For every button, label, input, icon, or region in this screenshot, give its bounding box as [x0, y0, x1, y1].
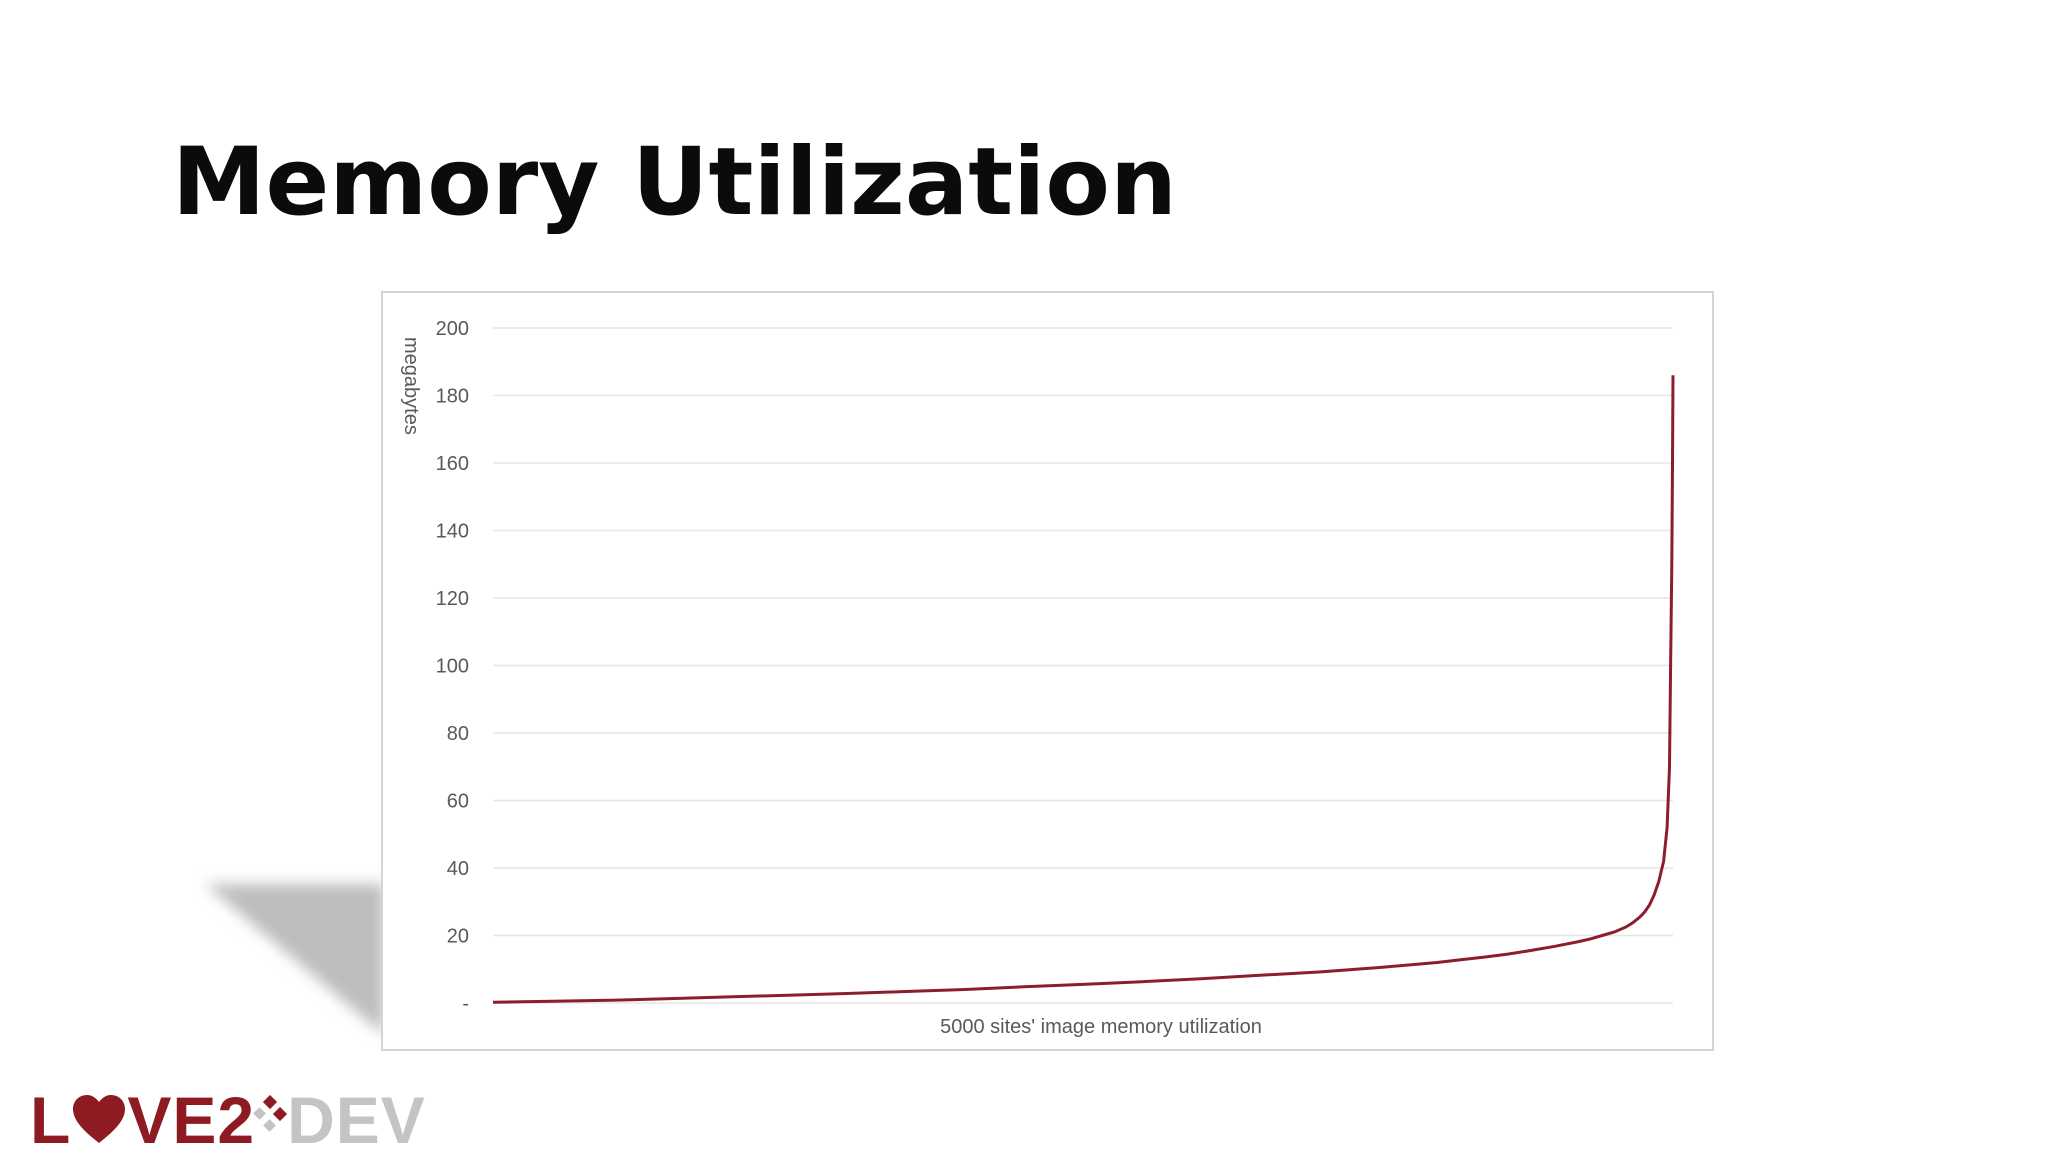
logo-text-ve2: VE2 [127, 1083, 256, 1157]
chart-frame: - 20 40 60 80 100 120 140 160 180 200 megabytes 50… [381, 291, 1714, 1051]
logo-text-l: L [30, 1083, 72, 1157]
love2dev-logo: L VE2 DEV [30, 1087, 426, 1153]
heart-icon [73, 1095, 126, 1143]
y-tick-label: 80 [447, 723, 469, 745]
y-tick-label: 60 [447, 791, 469, 813]
y-tick-label: 120 [436, 588, 469, 610]
y-tick-label: 200 [436, 318, 469, 340]
y-tick-label: 160 [436, 453, 469, 475]
slide-title: Memory Utilization [172, 128, 1177, 237]
diamond-dots-icon [253, 1095, 288, 1132]
y-tick-label: 40 [447, 858, 469, 880]
y-axis-title: megabytes [400, 337, 422, 435]
y-tick-labels: - 20 40 60 80 100 120 140 160 180 200 [436, 318, 469, 1015]
y-tick-label: - [462, 993, 469, 1015]
y-tick-label: 140 [436, 521, 469, 543]
y-tick-label: 180 [436, 386, 469, 408]
gridlines [493, 327, 1673, 1004]
series-line [492, 375, 1675, 1004]
y-tick-label: 100 [436, 656, 469, 678]
logo-text-dev: DEV [287, 1083, 426, 1157]
y-tick-label: 20 [447, 926, 469, 948]
x-axis-title: 5000 sites' image memory utilization [940, 1016, 1262, 1038]
memory-chart: - 20 40 60 80 100 120 140 160 180 200 megabytes 50… [400, 318, 1675, 1038]
